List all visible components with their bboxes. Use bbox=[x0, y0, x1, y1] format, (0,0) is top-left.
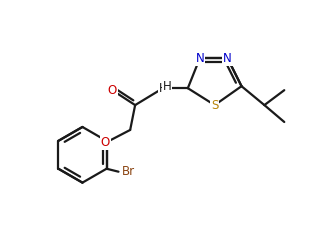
Text: O: O bbox=[101, 136, 110, 149]
Text: H: H bbox=[162, 80, 171, 93]
Text: Br: Br bbox=[122, 165, 135, 178]
Text: N: N bbox=[195, 52, 204, 65]
Text: S: S bbox=[211, 99, 218, 112]
Text: H: H bbox=[159, 82, 167, 95]
Text: N: N bbox=[223, 52, 232, 65]
Text: O: O bbox=[108, 84, 117, 97]
